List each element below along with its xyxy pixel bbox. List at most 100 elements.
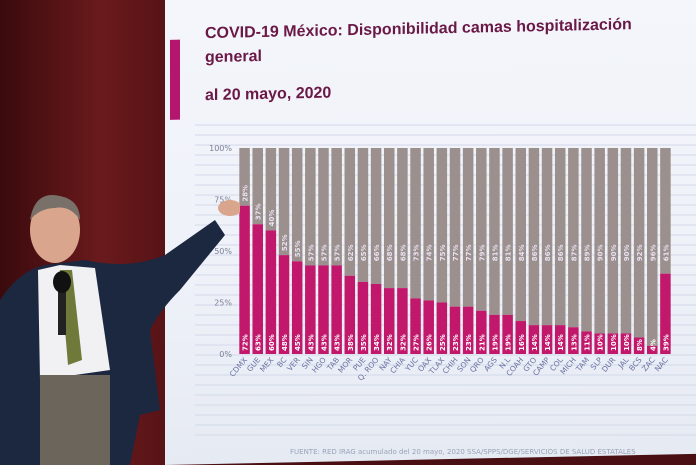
occupied-label: 45% bbox=[294, 334, 302, 351]
bar-occupied-OAX bbox=[423, 300, 434, 354]
occupied-label: 10% bbox=[597, 334, 605, 351]
y-tick-label: 75% bbox=[214, 196, 232, 205]
bar-occupied-NAY bbox=[383, 288, 395, 354]
presenter-figure bbox=[0, 195, 240, 465]
bar-available-JAL bbox=[620, 148, 632, 334]
available-label: 92% bbox=[636, 245, 644, 262]
occupied-label: 19% bbox=[505, 334, 513, 351]
bar-occupied-AGS bbox=[489, 314, 500, 354]
occupied-label: 26% bbox=[426, 334, 434, 351]
occupied-label: 38% bbox=[347, 334, 355, 351]
occupied-label: 23% bbox=[452, 334, 460, 351]
occupied-label: 8% bbox=[636, 339, 644, 351]
available-label: 89% bbox=[584, 245, 592, 262]
bar-available-SLP bbox=[594, 148, 605, 334]
bar-occupied-HGO bbox=[318, 265, 329, 354]
available-label: 75% bbox=[439, 245, 447, 262]
available-label: 86% bbox=[557, 245, 565, 262]
available-label: 57% bbox=[307, 245, 315, 262]
bar-occupied-ZAC bbox=[647, 345, 658, 354]
occupied-label: 34% bbox=[373, 334, 381, 351]
bar-occupied-JAL bbox=[620, 333, 632, 354]
source-footer: FUENTE: RED IRAG acumulado del 20 mayo, … bbox=[290, 448, 636, 456]
bar-occupied-COL bbox=[554, 325, 566, 354]
bar-available-OAX bbox=[423, 148, 434, 301]
bar-occupied-COAH bbox=[515, 321, 527, 354]
occupied-label: 11% bbox=[584, 334, 592, 351]
bar-available-GUE bbox=[252, 148, 263, 225]
available-label: 87% bbox=[570, 245, 578, 262]
bar-occupied-VER bbox=[291, 261, 303, 354]
occupied-label: 14% bbox=[557, 334, 565, 351]
bar-available-N.L bbox=[502, 148, 513, 315]
chart-title-line1: COVID-19 México: Disponibilidad camas ho… bbox=[205, 16, 632, 43]
bar-available-CHIA bbox=[397, 148, 408, 289]
bar-available-TLAX bbox=[436, 148, 448, 303]
bar-available-MICH bbox=[568, 148, 579, 328]
available-label: 90% bbox=[623, 245, 631, 262]
bar-occupied-GTO bbox=[528, 325, 540, 354]
x-tick-label: BCS bbox=[627, 355, 644, 372]
bar-available-DUR bbox=[607, 148, 619, 334]
bar-occupied-MEX bbox=[265, 230, 277, 354]
title-accent-bar bbox=[170, 39, 180, 120]
occupied-label: 27% bbox=[413, 334, 421, 351]
bar-available-NAY bbox=[383, 148, 395, 289]
y-tick-label: 0% bbox=[219, 350, 232, 359]
bar-occupied-TAB bbox=[331, 265, 342, 354]
available-label: 81% bbox=[491, 245, 499, 262]
bar-occupied-SON bbox=[462, 306, 474, 354]
occupied-label: 32% bbox=[386, 334, 394, 351]
bar-available-GTO bbox=[528, 148, 540, 326]
occupied-label: 32% bbox=[399, 334, 407, 351]
bar-occupied-NAC bbox=[660, 273, 671, 354]
available-label: 90% bbox=[610, 245, 618, 262]
occupied-label: 60% bbox=[268, 334, 276, 351]
bar-available-TAB bbox=[331, 148, 342, 266]
bar-available-NAC bbox=[660, 148, 671, 274]
available-label: 79% bbox=[478, 245, 486, 262]
bar-occupied-SLP bbox=[594, 333, 605, 354]
occupied-label: 63% bbox=[255, 334, 263, 351]
bar-occupied-TAM bbox=[581, 331, 592, 354]
bar-available-CDMX bbox=[239, 148, 250, 206]
bar-available-CHIH bbox=[449, 148, 461, 307]
bar-occupied-SIN bbox=[305, 265, 316, 354]
bar-available-ZAC bbox=[647, 148, 658, 346]
occupied-label: 35% bbox=[360, 334, 368, 351]
x-tick-label: AGS bbox=[482, 355, 499, 373]
bar-occupied-QRO bbox=[476, 310, 487, 354]
bar-available-MEX bbox=[265, 148, 277, 231]
occupied-label: 14% bbox=[544, 334, 552, 351]
bar-available-AGS bbox=[489, 148, 500, 315]
bar-available-TAM bbox=[581, 148, 592, 332]
bar-available-YUC bbox=[410, 148, 421, 299]
bar-available-BCS bbox=[633, 148, 645, 338]
available-label: 77% bbox=[465, 245, 473, 262]
bar-occupied-DUR bbox=[607, 333, 619, 354]
bar-occupied-CAMP bbox=[541, 325, 553, 354]
available-label: 61% bbox=[662, 245, 670, 262]
occupied-label: 21% bbox=[478, 334, 486, 351]
occupied-label: 43% bbox=[334, 334, 342, 351]
bar-occupied-TLAX bbox=[436, 302, 448, 354]
available-label: 57% bbox=[334, 245, 342, 262]
available-label: 81% bbox=[505, 245, 513, 262]
available-label: 68% bbox=[399, 245, 407, 262]
occupied-label: 13% bbox=[570, 334, 578, 351]
occupied-label: 72% bbox=[242, 334, 250, 351]
available-label: 37% bbox=[255, 203, 263, 220]
occupied-label: 43% bbox=[307, 334, 315, 351]
bar-occupied-MICH bbox=[568, 327, 579, 354]
occupied-label: 39% bbox=[662, 334, 670, 351]
bar-occupied-PUE bbox=[357, 281, 369, 354]
available-label: 62% bbox=[347, 245, 355, 262]
occupied-label: 4% bbox=[649, 339, 657, 351]
occupied-label: 19% bbox=[491, 334, 499, 351]
bar-occupied-YUC bbox=[410, 298, 421, 354]
x-tick-label: VER bbox=[285, 356, 302, 373]
x-tick-label: ZAC bbox=[640, 356, 657, 374]
x-tick-label: NAC bbox=[653, 356, 670, 374]
stacked-bar-chart: 0%25%50%75%100%72%28%CDMX63%37%GUE60%40%… bbox=[195, 124, 696, 436]
bar-available-CAMP bbox=[541, 148, 553, 326]
